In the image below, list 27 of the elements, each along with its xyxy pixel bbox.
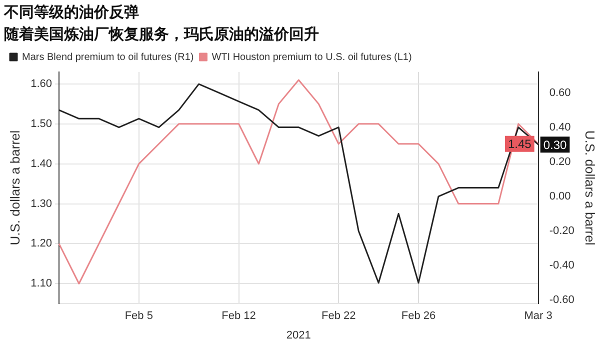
legend-label: Mars Blend premium to oil futures (R1) bbox=[22, 52, 194, 63]
y2-tick-label: 0.40 bbox=[549, 121, 571, 134]
x-tick-label: Feb 5 bbox=[124, 310, 153, 322]
chart-subtitle: 随着美国炼油厂恢复服务，玛氏原油的溢价回升 bbox=[4, 25, 319, 44]
data-label: 0.30 bbox=[543, 138, 568, 152]
legend-label: WTI Houston premium to U.S. oil futures (L1) bbox=[212, 52, 412, 63]
y2-tick-label: 0.60 bbox=[549, 86, 571, 99]
y2-tick-label: 0.00 bbox=[549, 190, 571, 202]
x-tick-label: Mar 3 bbox=[524, 310, 552, 322]
y-tick-label: 1.40 bbox=[30, 158, 52, 170]
y-axis-title: U.S. dollars a barrel bbox=[7, 130, 22, 246]
y2-axis-title: U.S. dollars a barrel bbox=[582, 130, 598, 246]
y2-tick-label: -0.40 bbox=[549, 260, 574, 272]
y-tick-label: 1.10 bbox=[30, 278, 52, 290]
x-tick-label: Feb 12 bbox=[222, 310, 256, 322]
x-axis-title: 2021 bbox=[286, 329, 311, 342]
y2-tick-label: -0.60 bbox=[549, 294, 574, 306]
x-tick-label: Feb 22 bbox=[321, 310, 356, 322]
y-tick-label: 1.60 bbox=[30, 78, 52, 90]
y-tick-label: 1.50 bbox=[30, 118, 52, 130]
y-tick-label: 1.20 bbox=[30, 238, 52, 250]
y-tick-label: 1.30 bbox=[30, 198, 52, 210]
x-tick-label: Feb 26 bbox=[401, 310, 436, 322]
y2-tick-label: -0.20 bbox=[549, 225, 574, 238]
chart-title: 不同等级的油价反弹 bbox=[3, 4, 139, 22]
data-label: 1.45 bbox=[508, 137, 532, 152]
y2-tick-label: 0.20 bbox=[549, 156, 571, 168]
